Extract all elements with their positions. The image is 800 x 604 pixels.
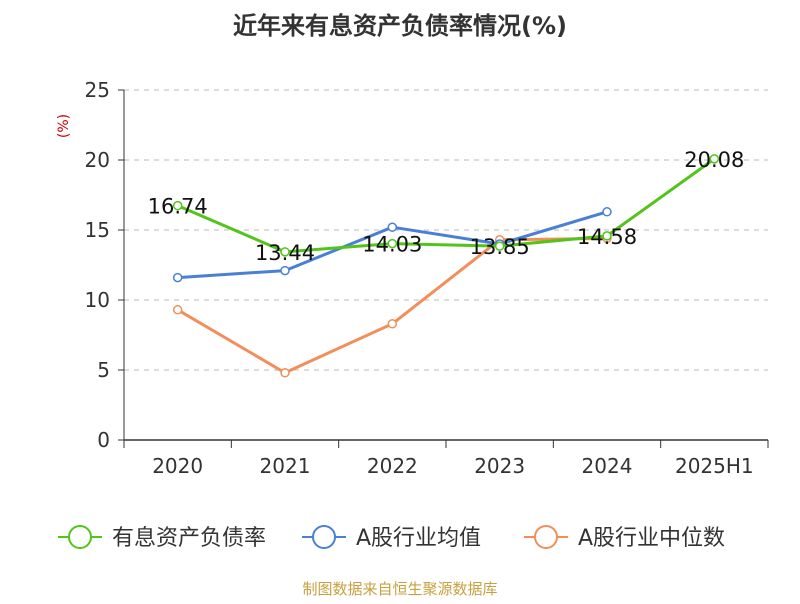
y-tick-label: 5 [97,358,110,382]
y-tick-label: 10 [85,288,110,312]
x-tick-label: 2025H1 [675,454,754,478]
x-tick-label: 2024 [582,454,633,478]
source-note: 制图数据来自恒生聚源数据库 [302,580,497,598]
data-point[interactable] [387,319,398,329]
legend-item-2[interactable]: A股行业中位数 [524,525,725,551]
data-point[interactable] [172,272,183,283]
series-layer [172,154,720,378]
data-point[interactable] [280,247,290,257]
data-point[interactable] [709,154,720,164]
chart-title: 近年来有息资产负债率情况(%) [233,12,567,40]
legend-marker [534,525,558,549]
grid [124,89,768,371]
legend-marker [312,525,336,549]
legend-marker [68,525,92,549]
data-point[interactable] [280,265,290,276]
x-tick-label: 2021 [260,454,311,478]
series-line-2 [176,236,608,375]
data-label: 14.58 [577,225,637,249]
data-label: 13.85 [470,235,530,259]
axes: 0 5 10 15 20 25 2020 2021 2022 2023 2024 2025H1 [85,78,769,478]
data-point[interactable] [172,200,183,211]
y-tick-label: 15 [85,218,110,242]
data-label: 20.08 [684,148,744,172]
legend-item-1[interactable]: A股行业均值 [302,525,481,551]
y-axis-label: (%) [56,114,72,138]
data-point[interactable] [280,368,290,378]
data-point[interactable] [387,222,398,232]
data-point[interactable] [387,238,398,249]
data-point[interactable] [602,207,612,217]
x-tick-label: 2023 [474,454,525,478]
x-tick-label: 2022 [367,454,418,478]
y-tick-label: 0 [97,428,110,452]
legend-label: A股行业中位数 [578,526,725,551]
legend-item-0[interactable]: 有息资产负债率 [58,525,266,551]
data-point[interactable] [494,241,505,251]
data-label: 16.74 [148,195,208,219]
legend[interactable]: 有息资产负债率 A股行业均值 A股行业中位数 [58,525,725,551]
data-label: 13.44 [255,241,315,265]
y-tick-label: 20 [85,148,110,172]
legend-label: A股行业均值 [356,526,481,551]
x-tick-label: 2020 [152,454,203,478]
data-labels: 16.74 13.44 14.03 13.85 14.58 20.08 [148,148,745,265]
series-line-0 [177,157,716,254]
data-point[interactable] [602,231,612,241]
y-tick-label: 25 [85,78,110,102]
data-point[interactable] [172,305,183,315]
legend-label: 有息资产负债率 [112,526,266,551]
data-label: 14.03 [362,233,422,257]
